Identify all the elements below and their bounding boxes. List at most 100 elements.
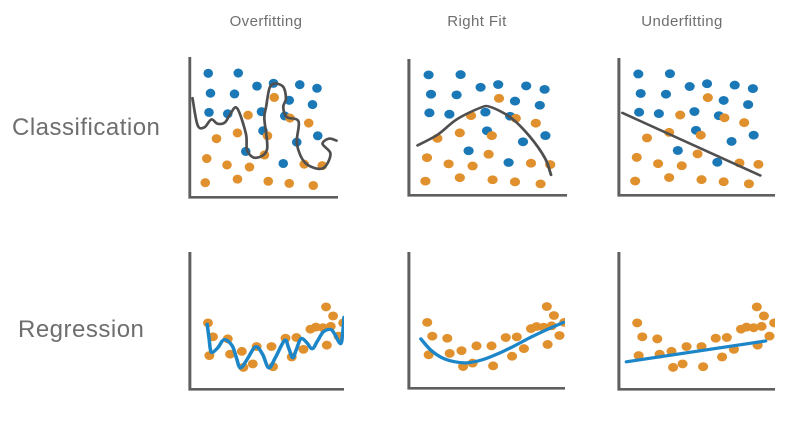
blue-data-point: [203, 68, 214, 78]
blue-data-point: [455, 70, 466, 80]
orange-data-point: [633, 351, 644, 361]
blue-data-point: [444, 109, 455, 119]
straight-decision-boundary: [620, 111, 762, 177]
panel-regression-overfitting: [188, 252, 344, 391]
orange-data-point: [702, 93, 713, 103]
blue-data-point: [634, 107, 645, 117]
orange-data-point: [630, 176, 641, 186]
axes: [188, 252, 344, 391]
blue-data-point: [712, 157, 723, 167]
orange-data-point: [695, 130, 706, 140]
orange-data-point: [243, 110, 253, 120]
orange-data-point: [653, 159, 664, 169]
orange-data-point: [236, 346, 247, 356]
orange-data-point: [718, 177, 729, 187]
blue-data-point: [463, 146, 474, 156]
blue-data-point: [718, 95, 729, 105]
blue-data-point: [252, 81, 262, 91]
blue-data-point: [480, 107, 491, 117]
orange-data-point: [511, 332, 522, 342]
orange-data-point: [509, 177, 521, 187]
orange-data-point: [201, 153, 212, 164]
orange-data-point: [675, 110, 686, 120]
orange-data-point: [739, 118, 750, 128]
axes: [188, 57, 338, 199]
orange-data-point: [710, 333, 721, 343]
orange-data-point: [284, 178, 295, 188]
orange-data-point: [308, 180, 319, 191]
blue-data-point: [278, 158, 289, 169]
orange-data-point: [232, 174, 243, 184]
orange-data-point: [225, 349, 236, 359]
orange-data-point: [518, 344, 529, 354]
orange-data-point: [493, 93, 505, 103]
blue-data-point: [509, 96, 521, 106]
blue-data-point: [312, 83, 322, 93]
blue-data-point: [534, 100, 545, 110]
orange-data-point: [488, 361, 499, 371]
orange-data-point: [664, 173, 675, 182]
orange-data-point: [721, 333, 732, 342]
row-label-classification: Classification: [12, 114, 161, 141]
blue-data-point: [294, 80, 305, 90]
orange-data-point: [696, 175, 707, 185]
orange-data-point: [444, 349, 455, 358]
orange-data-point: [719, 113, 730, 123]
orange-data-point: [677, 359, 688, 369]
orange-data-point: [748, 323, 759, 333]
straight-regression-fit: [624, 339, 768, 364]
orange-data-point: [442, 333, 453, 343]
orange-data-point: [298, 344, 309, 354]
orange-data-point: [764, 331, 775, 341]
blue-data-point: [689, 107, 700, 116]
blue-data-point: [205, 88, 216, 98]
axes: [407, 252, 565, 390]
blue-data-point: [475, 82, 486, 92]
column-header-right-fit: Right Fit: [447, 13, 507, 30]
orange-data-point: [769, 318, 775, 328]
column-header-overfitting: Overfitting: [229, 13, 303, 30]
orange-data-point: [637, 332, 648, 342]
orange-data-point: [554, 331, 565, 340]
orange-data-point: [483, 149, 494, 159]
orange-data-point: [222, 160, 232, 170]
orange-data-point: [321, 340, 332, 350]
blue-data-point: [425, 89, 437, 99]
blue-data-point: [229, 89, 240, 99]
orange-data-point: [743, 179, 754, 189]
panel-classification-rightfit: [407, 59, 567, 197]
orange-data-point: [758, 311, 769, 321]
orange-data-point: [486, 341, 497, 351]
blue-data-point: [748, 130, 759, 140]
blue-data-point: [747, 84, 758, 94]
blue-data-point: [684, 82, 695, 91]
blue-data-point: [635, 88, 646, 98]
orange-data-point: [525, 158, 537, 168]
orange-data-point: [500, 333, 511, 342]
orange-data-point: [328, 311, 339, 321]
axes: [617, 58, 775, 197]
orange-data-point: [266, 342, 277, 351]
blue-data-point: [307, 100, 318, 110]
blue-data-point: [664, 69, 675, 79]
orange-data-point: [421, 153, 433, 163]
blue-data-point: [233, 68, 244, 78]
orange-data-point: [232, 128, 243, 138]
orange-data-point: [420, 176, 431, 186]
orange-data-point: [456, 346, 467, 356]
orange-data-point: [652, 334, 663, 344]
blue-data-point: [204, 107, 214, 117]
orange-data-point: [541, 302, 552, 311]
orange-data-point: [668, 362, 679, 372]
orange-data-point: [507, 351, 518, 361]
orange-data-point: [681, 342, 692, 351]
panel-classification-overfitting: [188, 57, 338, 199]
wiggly-regression-fit: [205, 315, 344, 370]
orange-data-point: [753, 159, 764, 169]
orange-data-point: [698, 362, 709, 372]
orange-data-point: [263, 176, 274, 186]
blue-data-point: [521, 81, 532, 91]
blue-data-point: [424, 108, 435, 118]
blue-data-point: [726, 136, 737, 146]
blue-data-point: [493, 80, 504, 89]
